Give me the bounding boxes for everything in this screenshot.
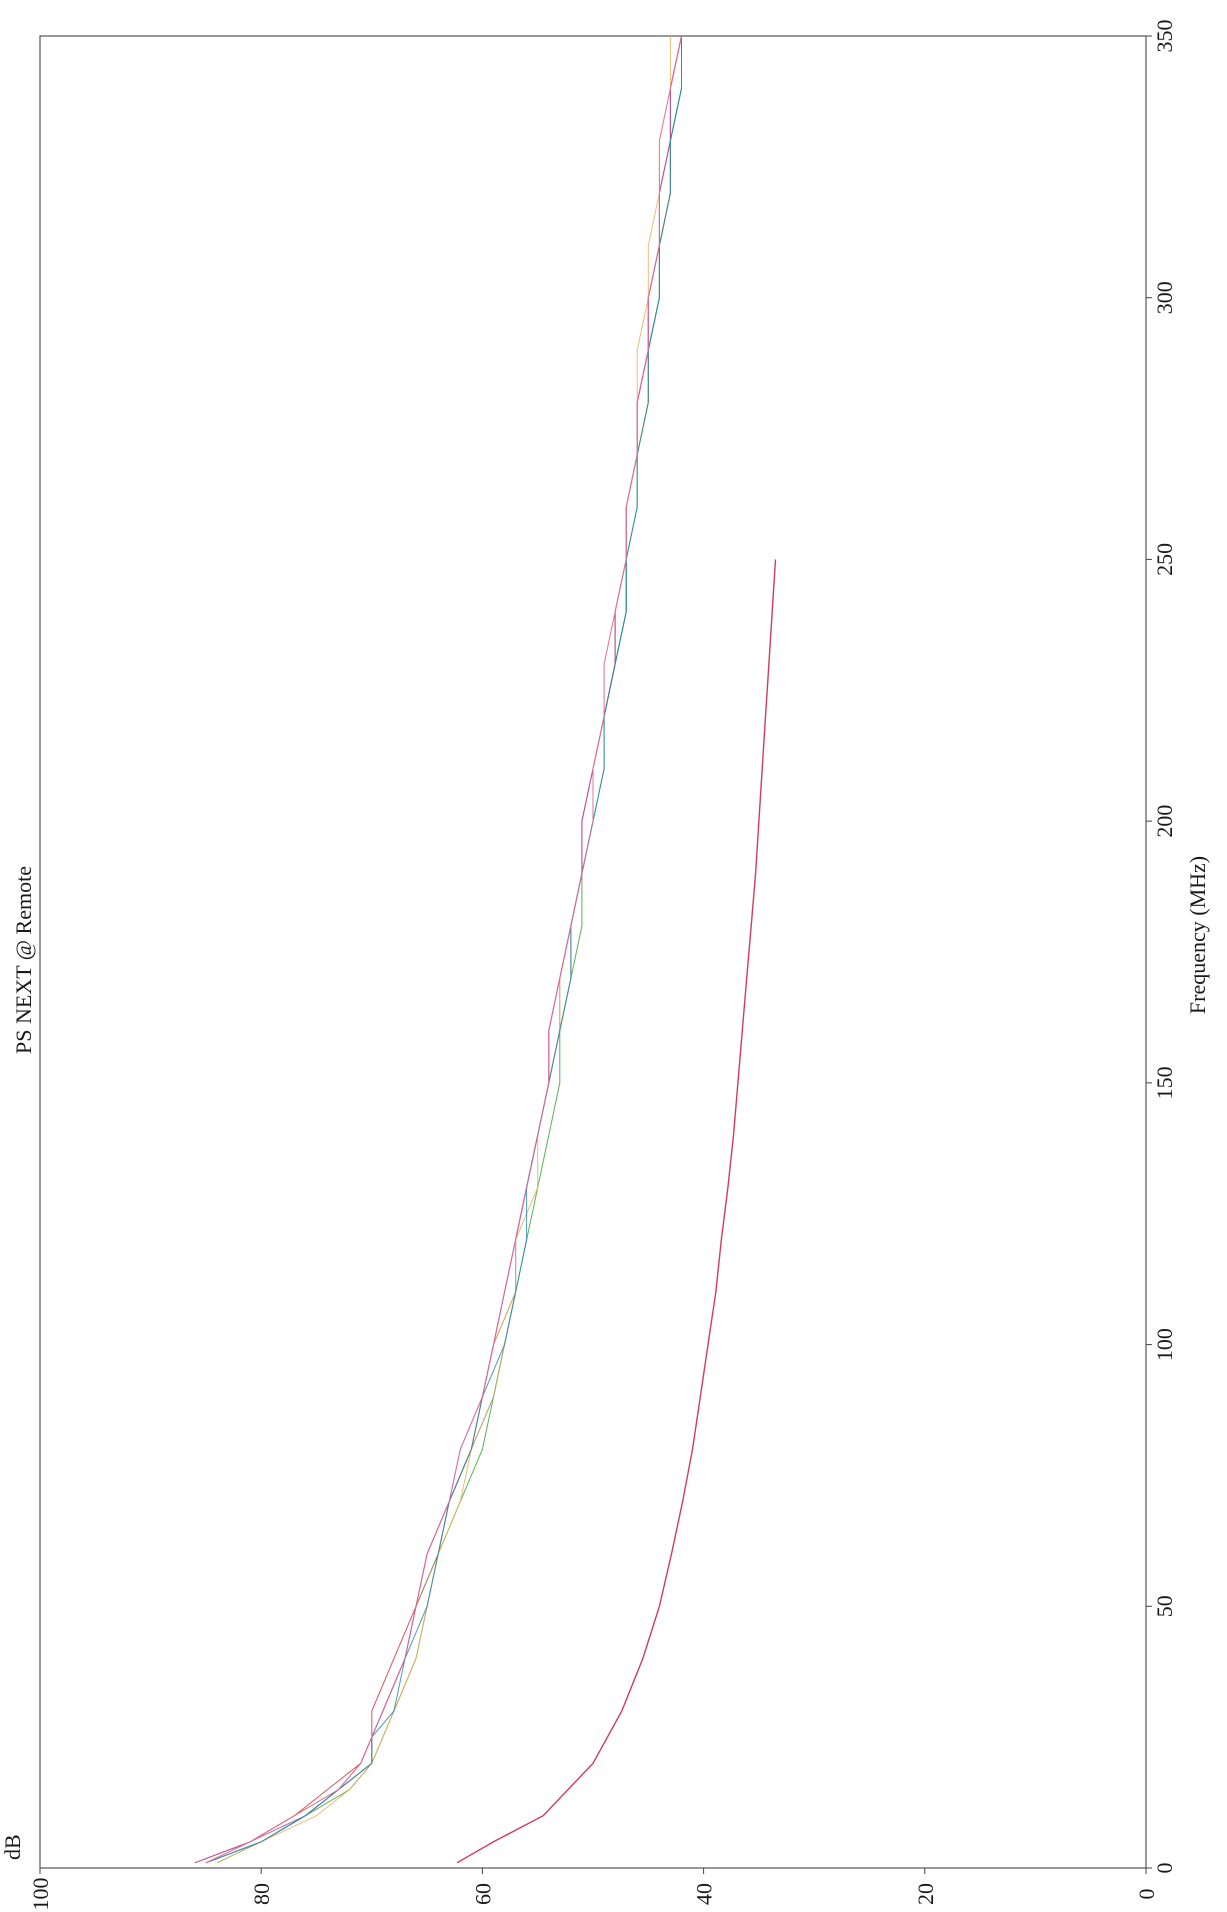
x-tick-label: 200: [1152, 805, 1177, 838]
x-tick-label: 50: [1152, 1595, 1177, 1617]
series-layer: [194, 35, 682, 1864]
x-tick-label: 250: [1152, 543, 1177, 576]
y-tick-label: 20: [913, 1883, 938, 1905]
x-tick-label: 150: [1152, 1066, 1177, 1099]
y-tick-label: 40: [692, 1883, 717, 1905]
limit-line-layer: [456, 559, 777, 1864]
x-tick-label: 100: [1152, 1328, 1177, 1361]
y-tick-labels: 0 20 40 60 80 100: [28, 1868, 1159, 1911]
limit-line: [456, 559, 777, 1864]
chart-title: PS NEXT @ Remote: [11, 866, 36, 1054]
x-tick-label: 0: [1152, 1863, 1177, 1874]
series-line-8: [205, 35, 682, 1864]
y-tick-label: 80: [249, 1883, 274, 1905]
y-tick-label: 60: [470, 1883, 495, 1905]
x-axis-label: Frequency (MHz): [1185, 856, 1210, 1014]
plot-area-frame: [39, 35, 1147, 1869]
x-tick-label: 350: [1152, 20, 1177, 53]
y-tick-label: 100: [28, 1878, 53, 1911]
series-line-7: [205, 36, 682, 1864]
x-tick-label: 300: [1152, 281, 1177, 314]
y-axis-label: dB: [0, 1834, 25, 1860]
y-tick-label: 0: [1134, 1889, 1159, 1900]
x-tick-labels: 0 50 100 150 200 250 300 350: [1146, 20, 1177, 1874]
